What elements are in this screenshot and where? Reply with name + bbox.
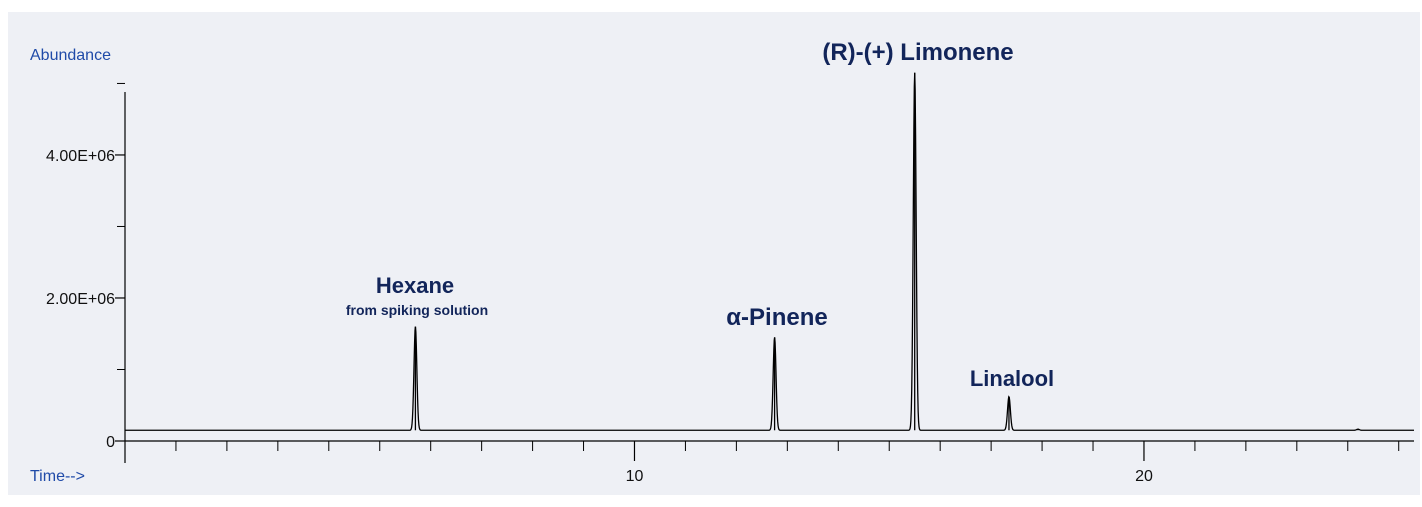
x-axis-label: Time--> [30,468,85,485]
peak-label-alpha-pinene: α-Pinene [726,304,827,331]
y-ticks: 0 2.00E+06 4.00E+06 [46,148,125,451]
x-minor-ticks [124,441,1400,451]
peak-sublabel-hexane: from spiking solution [346,302,488,318]
y-tick-label: 2.00E+06 [46,291,115,308]
y-minor-ticks [117,82,125,370]
x-ticks: 10 20 [626,441,1153,485]
y-axis-label: Abundance [30,47,111,64]
y-tick-label: 0 [106,434,115,451]
x-tick-label: 10 [626,468,644,485]
chromatogram-trace [125,72,1414,431]
peak-label-linalool: Linalool [970,366,1054,391]
peak-label-hexane: Hexane [376,273,454,298]
x-tick-label: 20 [1135,468,1153,485]
y-tick-label: 4.00E+06 [46,148,115,165]
peak-marks [414,72,1359,431]
chart-background [8,12,1420,495]
annotation-hexane: Hexane from spiking solution [346,273,488,318]
peak-label-limonene: (R)-(+) Limonene [822,39,1013,66]
